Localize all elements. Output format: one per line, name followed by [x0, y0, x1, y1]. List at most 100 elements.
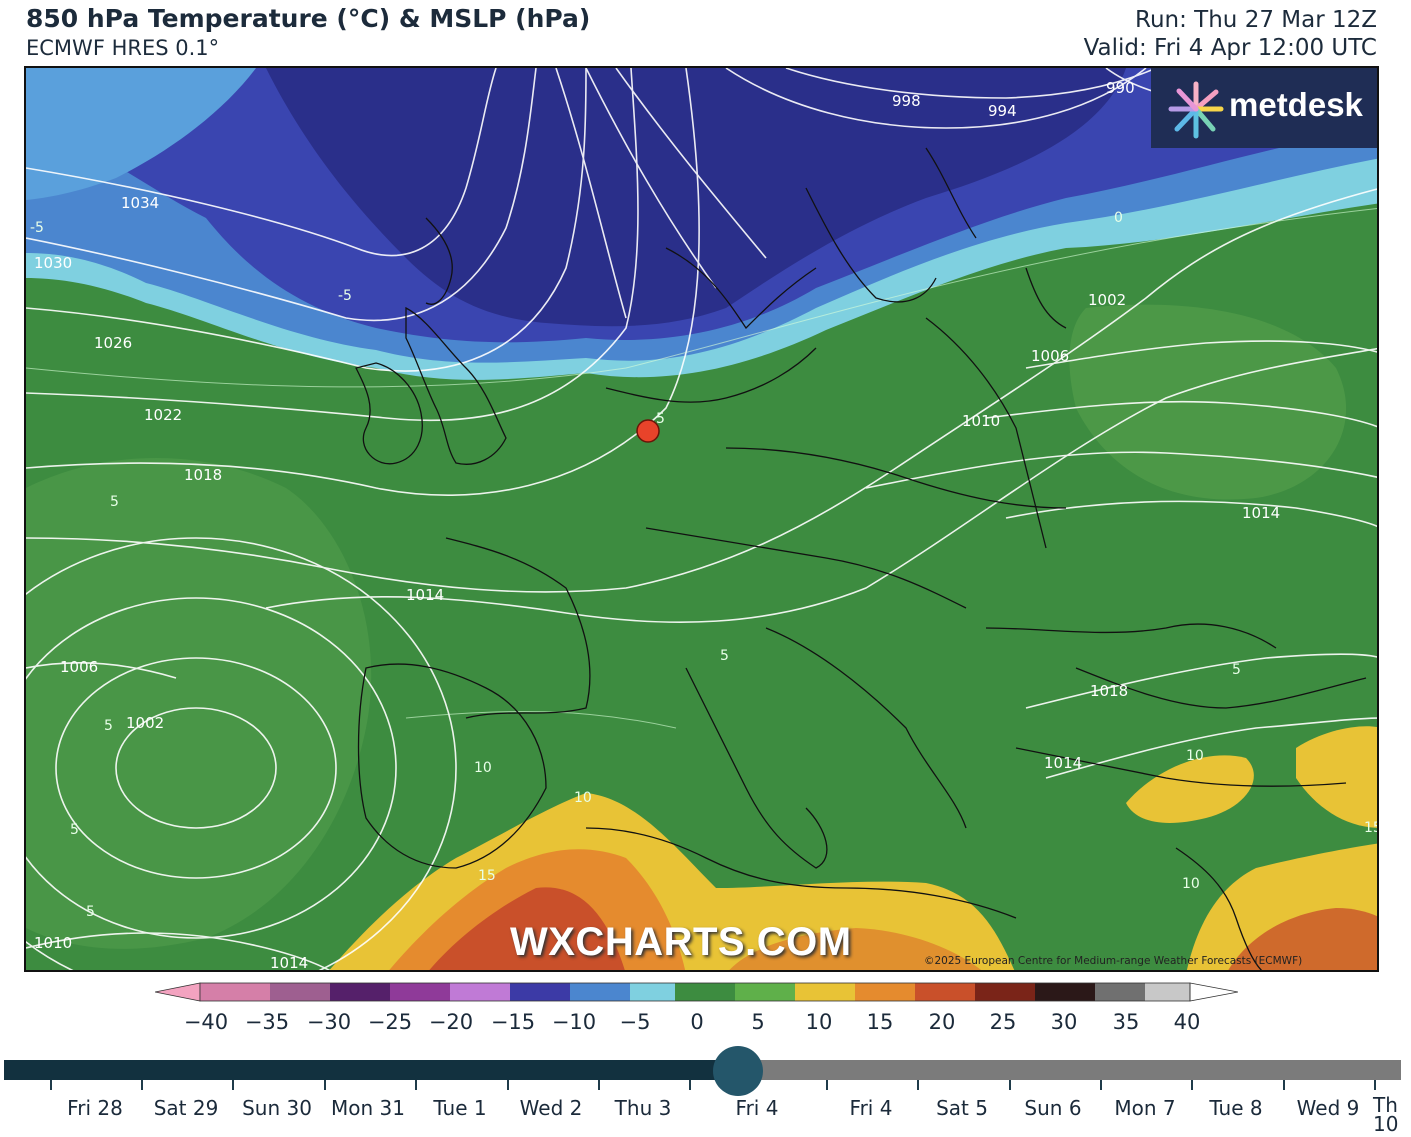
scale-tick-label: −15 [490, 1010, 536, 1034]
timeline-label-selected[interactable]: Fri 4 [735, 1096, 779, 1120]
timeline-tick [324, 1080, 326, 1090]
low-pressure-area [26, 458, 372, 949]
scale-tick-label: −25 [367, 1010, 413, 1034]
coastlines [355, 147, 1367, 970]
timeline-tick [1283, 1080, 1285, 1090]
map-graphic: 990 994 998 1034 1030 1026 1022 1018 101… [26, 68, 1377, 972]
timeline-elapsed [4, 1060, 738, 1080]
hot-air-middle-east [1228, 908, 1377, 970]
timeline-tick [598, 1080, 600, 1090]
isobar-label: 990 [1106, 79, 1135, 97]
scale-tick-label: 10 [805, 1010, 833, 1034]
run-time: Run: Thu 27 Mar 12Z [1135, 7, 1377, 33]
scale-tick-label: 35 [1112, 1010, 1140, 1034]
isobar-label: 994 [988, 102, 1017, 120]
timeline-label[interactable]: Tue 1 [433, 1096, 487, 1120]
temp-label: 10 [1182, 876, 1200, 892]
warm-air-libya [729, 928, 982, 970]
scale-tick-label: 40 [1173, 1010, 1201, 1034]
isobar-label: 1014 [270, 954, 308, 972]
timeline-remaining [738, 1060, 1401, 1080]
scale-tick-label: −10 [551, 1010, 597, 1034]
isobar-label: 1006 [1031, 347, 1069, 365]
isobar-label: 1030 [34, 254, 72, 272]
timeline-label[interactable]: Wed 2 [519, 1096, 583, 1120]
scale-tick-label: −35 [244, 1010, 290, 1034]
scale-tick-label: 30 [1050, 1010, 1078, 1034]
isobar-label: 1018 [184, 466, 222, 484]
timeline-label-cut-date: 10 [1373, 1112, 1399, 1136]
cold-air-deep [266, 68, 1126, 327]
timeline-label[interactable]: Fri 4 [849, 1096, 893, 1120]
scale-tick-label: −5 [619, 1010, 651, 1034]
weather-map[interactable]: 990 994 998 1034 1030 1026 1022 1018 101… [24, 66, 1379, 972]
temp-label: -5 [30, 220, 44, 236]
isobar-label: 1010 [34, 934, 72, 952]
timeline-label[interactable]: Sat 29 [153, 1096, 219, 1120]
timeline-tick [141, 1080, 143, 1090]
chart-header: 850 hPa Temperature (°C) & MSLP (hPa) EC… [0, 0, 1411, 66]
chart-title: 850 hPa Temperature (°C) & MSLP (hPa) [26, 4, 591, 33]
location-marker[interactable] [636, 419, 660, 443]
temp-label: 10 [1186, 748, 1204, 764]
timeline-label[interactable]: Wed 9 [1296, 1096, 1360, 1120]
temp-label: 0 [1114, 210, 1123, 226]
metdesk-logo: metdesk [1151, 68, 1377, 148]
timeline-label[interactable]: Fri 28 [67, 1096, 123, 1120]
scale-tick-label: 0 [690, 1010, 704, 1034]
timeline-tick [507, 1080, 509, 1090]
valid-time: Valid: Fri 4 Apr 12:00 UTC [1083, 35, 1377, 61]
scale-tick-label: 20 [928, 1010, 956, 1034]
temperature-color-scale [155, 982, 1238, 1002]
timeline-label-cut[interactable]: Th 10 [1373, 1093, 1399, 1136]
timeline-tick [826, 1080, 828, 1090]
model-name: ECMWF HRES 0.1° [26, 36, 220, 60]
isobar-label: 1014 [1044, 754, 1082, 772]
timeline-label[interactable]: Thu 3 [614, 1096, 672, 1120]
metdesk-logo-icon [1168, 81, 1224, 139]
timeline-tick [415, 1080, 417, 1090]
temp-label: 5 [70, 822, 79, 838]
wxcharts-watermark: WXCHARTS.COM [510, 920, 852, 964]
timeline-label[interactable]: Tue 8 [1209, 1096, 1263, 1120]
isobar-label: 1018 [1090, 682, 1128, 700]
temp-label: 10 [574, 790, 592, 806]
timeline-tick [689, 1080, 691, 1090]
temp-label: 10 [474, 760, 492, 776]
isobar-label: 1022 [144, 406, 182, 424]
timeline-label-cut-day: Th [1373, 1093, 1398, 1117]
temp-label: 5 [104, 718, 113, 734]
isobar-label: 1002 [1088, 291, 1126, 309]
temp-label: 5 [1232, 662, 1241, 678]
cold-air-west [26, 68, 256, 200]
timeline-tick [1191, 1080, 1193, 1090]
temp-label: 5 [720, 648, 729, 664]
timeline-label[interactable]: Sat 5 [936, 1096, 988, 1120]
warm-air-turkey [1126, 755, 1254, 823]
isobars [26, 68, 1377, 970]
temperature-label-group: -5 -5 0 5 5 5 5 5 5 5 10 10 10 10 15 15 [30, 210, 1377, 920]
scale-tick-label: 5 [751, 1010, 765, 1034]
timeline-tick [50, 1080, 52, 1090]
timeline-handle[interactable] [713, 1046, 763, 1096]
isotherms [26, 207, 1377, 729]
scale-tick-label: 25 [989, 1010, 1017, 1034]
scale-tick-label: −40 [183, 1010, 229, 1034]
timeline-label[interactable]: Sun 30 [242, 1096, 312, 1120]
temp-label: 5 [110, 494, 119, 510]
metdesk-logo-text: metdesk [1229, 86, 1363, 123]
scale-tick-label: −20 [428, 1010, 474, 1034]
color-scale-labels: −40 −35 −30 −25 −20 −15 −10 −5 0 5 10 15… [0, 1010, 1411, 1038]
timeline-tick [1100, 1080, 1102, 1090]
timeline-tick [232, 1080, 234, 1090]
timeline-label[interactable]: Mon 31 [331, 1096, 405, 1120]
timeline-tick [917, 1080, 919, 1090]
temp-label: -5 [338, 288, 352, 304]
isobar-label: 1014 [406, 586, 444, 604]
timeline-track[interactable] [4, 1060, 1401, 1080]
hot-air-core [429, 887, 625, 970]
timeline-label[interactable]: Sun 6 [1024, 1096, 1082, 1120]
timeline-label[interactable]: Mon 7 [1114, 1096, 1176, 1120]
isobar-label: 1034 [121, 194, 159, 212]
scale-tick-label: 15 [866, 1010, 894, 1034]
